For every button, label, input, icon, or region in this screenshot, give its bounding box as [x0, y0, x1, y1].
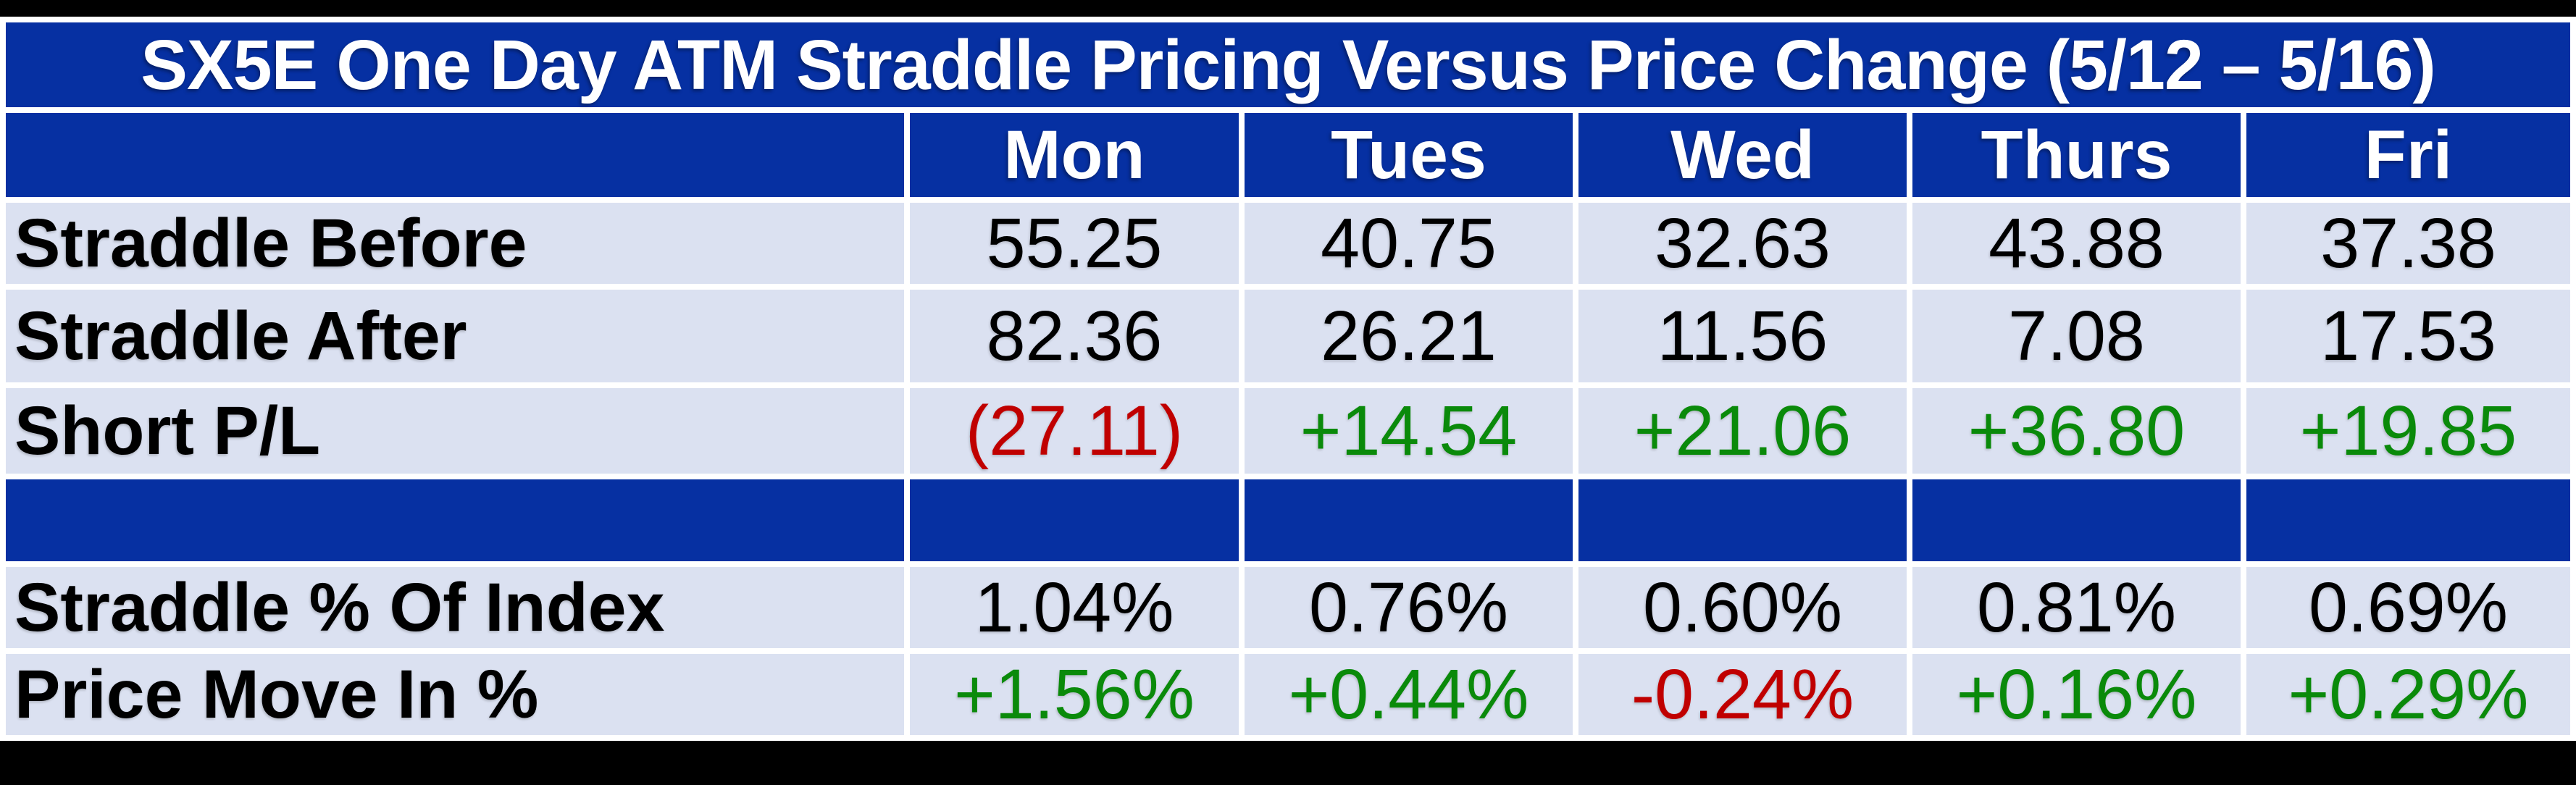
cell-value: 17.53	[2320, 296, 2496, 375]
spacer-cell	[910, 479, 1239, 561]
cell-value: -0.24%	[1631, 655, 1854, 734]
table-cell: +14.54	[1245, 388, 1573, 474]
table-cell: 0.60%	[1578, 567, 1907, 648]
table-cell: 37.38	[2246, 203, 2570, 284]
cell-value: +14.54	[1300, 391, 1518, 470]
column-header-wed: Wed	[1578, 113, 1907, 197]
cell-value: 7.08	[2008, 296, 2145, 375]
row-label: Price Move In %	[6, 654, 904, 735]
row-label: Straddle % Of Index	[6, 567, 904, 648]
cell-value: +0.29%	[2288, 655, 2529, 734]
table-cell: 43.88	[1912, 203, 2241, 284]
table-cell: 17.53	[2246, 290, 2570, 382]
table-cell: +0.44%	[1245, 654, 1573, 735]
table-cell: +36.80	[1912, 388, 2241, 474]
table-cell: 11.56	[1578, 290, 1907, 382]
spacer-cell	[2246, 479, 2570, 561]
header-corner-cell	[6, 113, 904, 197]
table-cell: 32.63	[1578, 203, 1907, 284]
table-cell: 82.36	[910, 290, 1239, 382]
straddle-pricing-table: SX5E One Day ATM Straddle Pricing Versus…	[0, 17, 2576, 741]
cell-value: 37.38	[2320, 203, 2496, 282]
table-row-straddle-before: Straddle Before 55.25 40.75 32.63 43.88 …	[6, 203, 2570, 284]
table-cell: (27.11)	[910, 388, 1239, 474]
cell-value: +36.80	[1967, 391, 2186, 470]
table-cell: 0.81%	[1912, 567, 2241, 648]
cell-value: +21.06	[1634, 391, 1852, 470]
row-label: Straddle After	[6, 290, 904, 382]
column-header-mon: Mon	[910, 113, 1239, 197]
table-cell: 26.21	[1245, 290, 1573, 382]
table-cell: 7.08	[1912, 290, 2241, 382]
cell-value: +1.56%	[954, 655, 1195, 734]
column-header-thurs: Thurs	[1912, 113, 2241, 197]
table-cell: +19.85	[2246, 388, 2570, 474]
cell-value: 43.88	[1989, 203, 2165, 282]
row-label: Straddle Before	[6, 203, 904, 284]
cell-value: 0.81%	[1976, 568, 2177, 647]
spacer-cell	[1245, 479, 1573, 561]
table-cell: 0.76%	[1245, 567, 1573, 648]
cell-value: +19.85	[2299, 391, 2517, 470]
table-cell: 0.69%	[2246, 567, 2570, 648]
table-cell: 1.04%	[910, 567, 1239, 648]
table-cell: +1.56%	[910, 654, 1239, 735]
table-cell: +0.16%	[1912, 654, 2241, 735]
cell-value: 55.25	[986, 203, 1163, 282]
cell-value: 32.63	[1655, 203, 1831, 282]
table-cell: +0.29%	[2246, 654, 2570, 735]
cell-value: 0.60%	[1642, 568, 1843, 647]
cell-value: 1.04%	[974, 568, 1174, 647]
column-header-fri: Fri	[2246, 113, 2570, 197]
row-label: Short P/L	[6, 388, 904, 474]
cell-value: 0.76%	[1308, 568, 1509, 647]
table-cell: 40.75	[1245, 203, 1573, 284]
table-cell: +21.06	[1578, 388, 1907, 474]
table-row-short-pl: Short P/L (27.11) +14.54 +21.06 +36.80 +…	[6, 388, 2570, 474]
spacer-cell	[6, 479, 904, 561]
cell-value: +0.16%	[1956, 655, 2197, 734]
cell-value: +0.44%	[1288, 655, 1529, 734]
cell-value: (27.11)	[965, 391, 1184, 470]
table-row-price-move-in-pct: Price Move In % +1.56% +0.44% -0.24% +0.…	[6, 654, 2570, 735]
spacer-cell	[1912, 479, 2241, 561]
table-row-straddle-pct-of-index: Straddle % Of Index 1.04% 0.76% 0.60% 0.…	[6, 567, 2570, 648]
table-cell: 55.25	[910, 203, 1239, 284]
cell-value: 0.69%	[2308, 568, 2509, 647]
spacer-cell	[1578, 479, 1907, 561]
table-row-straddle-after: Straddle After 82.36 26.21 11.56 7.08 17…	[6, 290, 2570, 382]
table-title: SX5E One Day ATM Straddle Pricing Versus…	[6, 22, 2570, 107]
spacer-row	[6, 479, 2570, 561]
column-header-tues: Tues	[1245, 113, 1573, 197]
cell-value: 82.36	[986, 296, 1163, 375]
table-cell: -0.24%	[1578, 654, 1907, 735]
cell-value: 11.56	[1657, 296, 1828, 375]
cell-value: 40.75	[1321, 203, 1497, 282]
cell-value: 26.21	[1321, 296, 1497, 375]
